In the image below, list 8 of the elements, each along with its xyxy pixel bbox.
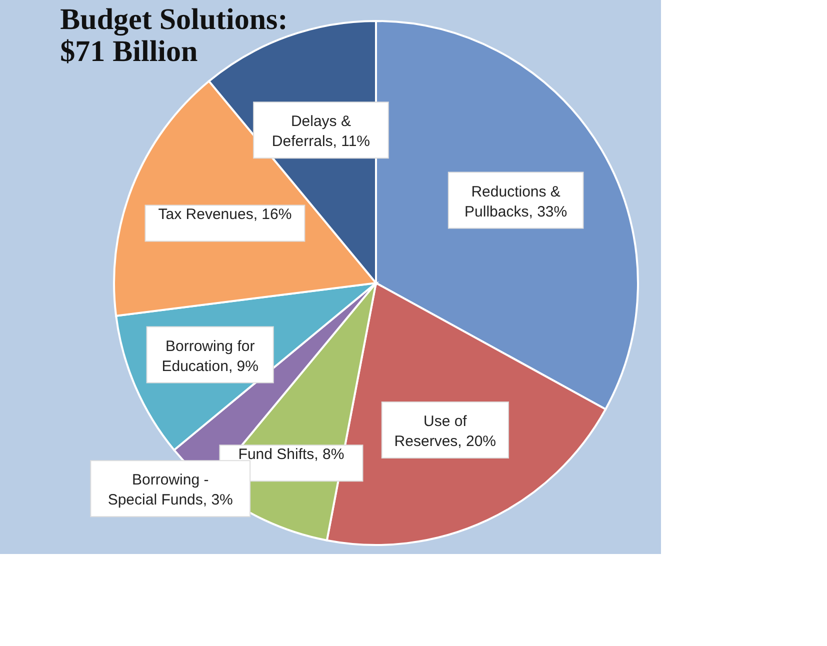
chart-title: Budget Solutions: $71 Billion bbox=[60, 3, 288, 68]
slice-label: Borrowing - Special Funds, 3% bbox=[108, 472, 233, 509]
slice-label: Fund Shifts, 8% bbox=[238, 446, 344, 464]
slice-label: Tax Revenues, 16% bbox=[158, 206, 292, 224]
slice-label: Use of Reserves, 20% bbox=[394, 412, 496, 450]
slice-label: Delays & Deferrals, 11% bbox=[272, 113, 370, 150]
slice-label: Reductions & Pullbacks, 33% bbox=[464, 183, 568, 220]
slice-label: Borrowing for Education, 9% bbox=[162, 338, 258, 375]
